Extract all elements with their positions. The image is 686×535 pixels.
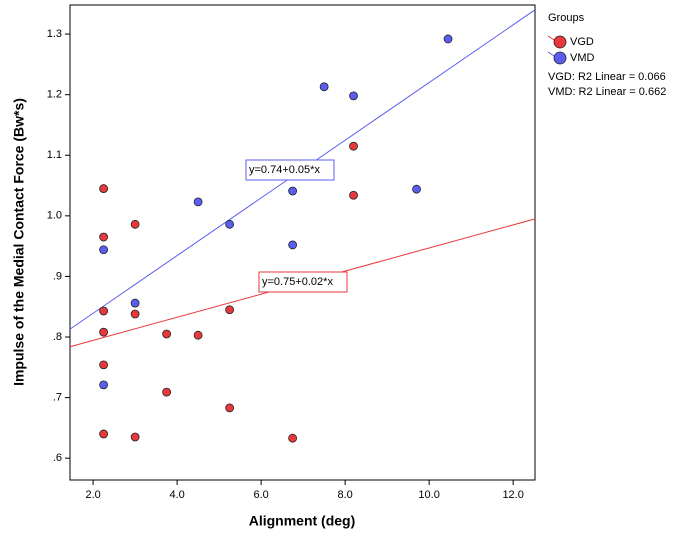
y-tick-label: 1.0	[47, 210, 62, 222]
y-axis-title: Impulse of the Medial Contact Force (Bw*…	[11, 98, 27, 386]
point	[288, 433, 298, 443]
x-tick-label: 2.0	[85, 489, 100, 501]
r2-label: VGD: R2 Linear = 0.066	[548, 71, 666, 83]
point	[193, 197, 203, 207]
point	[99, 245, 109, 255]
point	[225, 305, 235, 315]
point	[443, 34, 453, 44]
point	[349, 141, 358, 151]
point	[193, 330, 203, 340]
point	[130, 298, 140, 308]
y-tick-label: .7	[53, 392, 62, 404]
plot-frame	[69, 4, 536, 481]
point	[288, 240, 298, 250]
x-tick-label: 6.0	[253, 489, 268, 501]
x-tick-label: 4.0	[169, 489, 184, 501]
point	[412, 184, 421, 194]
point	[349, 190, 358, 200]
point	[99, 232, 109, 242]
point	[130, 219, 140, 229]
point	[99, 380, 109, 390]
y-tick-label: 1.1	[47, 149, 62, 161]
point	[349, 91, 358, 101]
y-tick-label: .6	[53, 452, 62, 464]
fit-label: y=0.74+0.05*x	[249, 164, 320, 176]
y-tick-label: 1.2	[47, 89, 62, 101]
legend-marker	[553, 35, 567, 49]
point	[99, 184, 109, 193]
point	[225, 403, 235, 413]
legend-label: VGD	[570, 36, 594, 48]
x-tick-label: 12.0	[502, 489, 523, 501]
point	[99, 306, 109, 316]
legend-label: VMD	[570, 52, 595, 64]
point	[99, 429, 109, 439]
point	[288, 186, 298, 196]
point	[319, 82, 329, 92]
x-tick-label: 8.0	[337, 489, 352, 501]
fit-label-box	[245, 159, 335, 181]
point	[99, 327, 109, 337]
point	[130, 309, 140, 319]
fit-label-box	[258, 271, 348, 293]
legend-title: Groups	[548, 12, 585, 24]
point	[225, 219, 235, 229]
x-tick-label: 10.0	[418, 489, 439, 501]
r2-label: VMD: R2 Linear = 0.662	[548, 86, 666, 98]
y-tick-label: 1.3	[47, 28, 62, 40]
legend-marker	[553, 51, 567, 65]
point	[130, 432, 140, 442]
x-axis-title: Alignment (deg)	[249, 513, 356, 529]
y-tick-label: .9	[53, 270, 62, 282]
point	[162, 329, 172, 339]
y-tick-label: .8	[53, 331, 62, 343]
point	[162, 387, 172, 397]
point	[99, 360, 109, 370]
fit-label: y=0.75+0.02*x	[262, 276, 333, 288]
